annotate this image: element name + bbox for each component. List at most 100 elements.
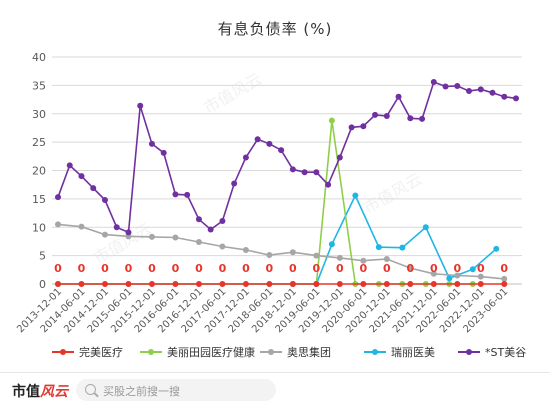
data-label: 0: [54, 262, 62, 275]
data-point: [446, 275, 453, 282]
data-point: [313, 281, 320, 287]
data-point: [501, 281, 508, 287]
data-point: [469, 266, 476, 273]
legend-marker: [148, 349, 154, 355]
data-point: [399, 244, 406, 251]
data-point: [55, 194, 61, 201]
legend-label: 奥思集团: [287, 345, 331, 359]
data-point: [477, 86, 484, 93]
data-label: 0: [289, 262, 297, 275]
brand-text-accent: 风云: [40, 384, 68, 400]
search-icon: [85, 384, 96, 395]
data-point: [442, 83, 449, 90]
data-point: [489, 89, 496, 96]
data-point: [454, 82, 461, 89]
data-point: [90, 185, 97, 192]
data-point: [55, 221, 61, 228]
y-tick-label: 15: [32, 193, 46, 206]
data-label: 0: [453, 262, 461, 275]
data-point: [383, 113, 390, 120]
data-point: [219, 281, 226, 287]
data-point: [336, 254, 343, 261]
data-point: [78, 173, 85, 180]
data-point: [125, 229, 132, 236]
data-point: [375, 244, 382, 251]
data-point: [501, 93, 508, 100]
data-point: [148, 233, 155, 240]
data-label: 0: [406, 262, 414, 275]
data-point: [78, 223, 85, 230]
data-point: [328, 117, 335, 124]
data-point: [160, 149, 167, 156]
data-point: [372, 111, 379, 118]
data-point: [55, 281, 61, 287]
legend: 完美医疗 美丽田园医疗健康 奥思集团 瑞丽医美 *ST美谷: [52, 345, 526, 359]
axes: 05101520253035402013-12-012014-06-012014…: [15, 51, 522, 335]
data-point: [407, 265, 414, 272]
footer-bar: 市值风云 买股之前搜一搜: [0, 372, 550, 409]
data-point: [113, 224, 120, 231]
series-line: [57, 80, 517, 234]
data-point: [184, 191, 191, 198]
data-label: 0: [219, 262, 227, 275]
data-point: [195, 281, 202, 287]
line-chart: 05101520253035402013-12-012014-06-012014…: [15, 51, 526, 359]
data-point: [328, 241, 335, 248]
data-point: [513, 95, 519, 102]
data-point: [254, 136, 261, 143]
data-label: 0: [430, 262, 438, 275]
data-point: [360, 123, 367, 130]
brand-logo: 市值风云: [12, 381, 68, 401]
legend-label: 美丽田园医疗健康: [167, 345, 255, 359]
data-point: [383, 256, 390, 263]
search-placeholder: 买股之前搜一搜: [103, 385, 180, 398]
data-point: [78, 281, 85, 287]
data-point: [172, 234, 179, 241]
data-point: [219, 218, 226, 225]
data-point: [419, 115, 426, 122]
data-label: 0: [78, 262, 86, 275]
data-point: [360, 257, 367, 264]
legend-marker: [466, 349, 472, 355]
data-point: [301, 169, 308, 176]
y-tick-label: 40: [32, 51, 46, 64]
data-point: [148, 140, 155, 147]
series-lines: [55, 78, 519, 287]
data-point: [454, 281, 461, 287]
data-point: [430, 78, 437, 85]
data-point: [352, 192, 359, 199]
data-label: 0: [500, 262, 508, 275]
data-point: [242, 154, 249, 161]
y-tick-label: 30: [32, 108, 46, 121]
data-label: 0: [383, 262, 391, 275]
y-tick-label: 5: [39, 250, 46, 263]
grid-lines: [52, 56, 522, 285]
data-point: [493, 245, 500, 252]
data-point: [195, 239, 202, 246]
legend-label: 瑞丽医美: [391, 345, 435, 359]
data-point: [101, 281, 108, 287]
data-point: [466, 88, 473, 95]
data-point: [325, 181, 332, 188]
data-point: [501, 275, 508, 282]
data-point: [125, 281, 132, 287]
data-point: [172, 281, 179, 287]
search-box[interactable]: 买股之前搜一搜: [76, 379, 276, 401]
data-point: [242, 246, 249, 253]
chart-title: 有息负债率 (%): [217, 20, 333, 38]
legend-label: *ST美谷: [485, 346, 526, 359]
data-point: [430, 270, 437, 277]
data-point: [195, 216, 202, 223]
series-line: [58, 120, 473, 285]
data-point: [266, 140, 273, 147]
data-point: [207, 226, 214, 233]
data-labels: 0 0 0 0 0 0 0 0 0 0 0 0 0 0 0 0 0 0 0 0: [54, 262, 508, 275]
legend-label: 完美医疗: [79, 345, 123, 359]
y-tick-label: 0: [39, 278, 46, 291]
data-point: [278, 147, 285, 154]
data-label: 0: [477, 262, 485, 275]
legend-marker: [60, 349, 66, 355]
data-point: [313, 252, 320, 259]
data-point: [231, 180, 238, 187]
data-label: 0: [172, 262, 180, 275]
